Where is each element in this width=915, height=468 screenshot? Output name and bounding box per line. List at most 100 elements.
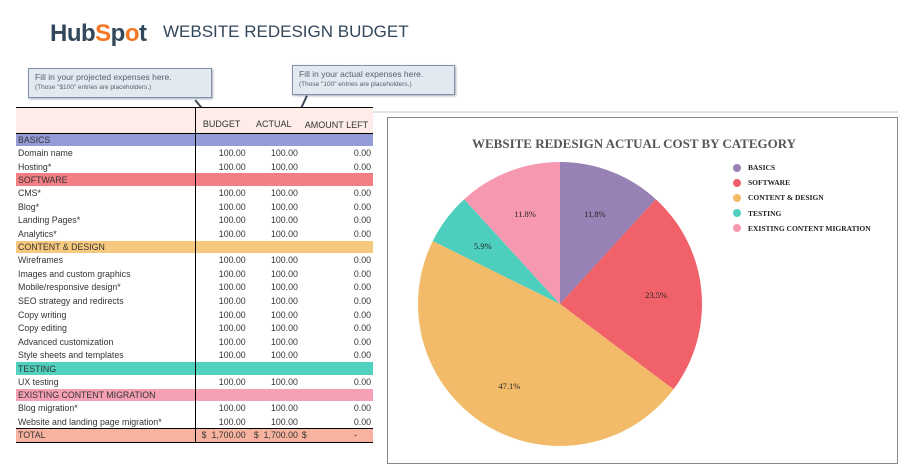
actual-cell[interactable]: 100.00 — [270, 148, 298, 159]
actual-cell[interactable]: 100.00 — [270, 255, 298, 266]
legend-item: TESTING — [733, 206, 871, 221]
table-row: Images and custom graphics 100.00 100.00 0.… — [16, 267, 373, 281]
budget-cell[interactable]: 100.00 — [218, 296, 246, 307]
amount-left-cell: 0.00 — [353, 268, 371, 279]
callout-note: (Those "100" entries are placeholders.) — [299, 81, 412, 88]
chart-container — [387, 117, 898, 464]
budget-cell[interactable]: 100.00 — [218, 148, 246, 159]
legend-label: EXISTING CONTENT MIGRATION — [748, 223, 871, 233]
table-row: Domain name 100.00 100.00 0.00 — [16, 146, 373, 160]
legend-label: BASICS — [748, 163, 776, 173]
actual-cell[interactable]: 100.00 — [270, 228, 298, 239]
total-left-value: - — [354, 430, 357, 441]
actual-cell[interactable]: 100.00 — [270, 282, 298, 293]
budget-cell[interactable]: 100.00 — [218, 215, 246, 226]
item-label: Website and landing page migration* — [16, 414, 196, 429]
category-label: BASICS — [16, 133, 196, 147]
amount-left-cell: 0.00 — [353, 376, 371, 387]
table-row: SEO strategy and redirects 100.00 100.00 0.… — [16, 294, 373, 308]
actual-cell[interactable]: 100.00 — [270, 323, 298, 334]
legend-item: CONTENT & DESIGN — [733, 190, 871, 205]
item-label: Analytics* — [16, 227, 196, 241]
pie-data-label: 47.1% — [498, 381, 520, 391]
actual-cell[interactable]: 100.00 — [270, 416, 298, 427]
amount-left-cell: 0.00 — [353, 350, 371, 361]
budget-cell[interactable]: 100.00 — [218, 323, 246, 334]
item-label: CMS* — [16, 186, 196, 200]
amount-left-cell: 0.00 — [353, 296, 371, 307]
amount-left-cell: 0.00 — [353, 403, 371, 414]
actual-cell[interactable]: 100.00 — [270, 350, 298, 361]
table-row: Analytics* 100.00 100.00 0.00 — [16, 227, 373, 241]
item-label: UX testing — [16, 375, 196, 389]
header-amount-left: AMOUNT LEFT — [299, 107, 373, 134]
actual-cell[interactable]: 100.00 — [270, 403, 298, 414]
amount-left-cell: 0.00 — [353, 282, 371, 293]
budget-cell[interactable]: 100.00 — [218, 336, 246, 347]
budget-cell[interactable]: 100.00 — [218, 255, 246, 266]
budget-cell[interactable]: 100.00 — [218, 188, 246, 199]
category-label: TESTING — [16, 362, 196, 375]
header-budget: BUDGET — [195, 107, 248, 134]
item-label: Copy writing — [16, 307, 196, 322]
actual-cell[interactable]: 100.00 — [270, 309, 298, 320]
table-row: CMS* 100.00 100.00 0.00 — [16, 186, 373, 200]
hubspot-logo: HubSpot — [50, 20, 147, 47]
budget-cell[interactable]: 100.00 — [218, 268, 246, 279]
category-row: SOFTWARE — [16, 173, 373, 187]
table-row: Landing Pages* 100.00 100.00 0.00 — [16, 213, 373, 228]
legend-label: TESTING — [748, 208, 782, 218]
table-row: UX testing 100.00 100.00 0.00 — [16, 375, 373, 389]
budget-cell[interactable]: 100.00 — [218, 376, 246, 387]
actual-cell[interactable]: 100.00 — [270, 215, 298, 226]
budget-cell[interactable]: 100.00 — [218, 309, 246, 320]
budget-cell[interactable]: 100.00 — [218, 282, 246, 293]
amount-left-cell: 0.00 — [353, 255, 371, 266]
actual-cell[interactable]: 100.00 — [270, 161, 298, 172]
actual-cell[interactable]: 100.00 — [270, 376, 298, 387]
budget-cell[interactable]: 100.00 — [218, 403, 246, 414]
legend-swatch-icon — [733, 178, 741, 187]
actual-cell[interactable]: 100.00 — [270, 296, 298, 307]
actual-cell[interactable]: 100.00 — [270, 201, 298, 212]
total-budget: $ 1,700.00 — [195, 428, 248, 443]
item-label: SEO strategy and redirects — [16, 294, 196, 308]
actual-cell[interactable]: 100.00 — [270, 188, 298, 199]
actual-cell[interactable]: 100.00 — [270, 336, 298, 347]
pie-data-label: 23.5% — [645, 290, 667, 300]
item-label: Advanced customization — [16, 335, 196, 349]
category-row: BASICS — [16, 133, 373, 147]
category-fill — [195, 388, 373, 402]
budget-cell[interactable]: 100.00 — [218, 350, 246, 361]
budget-cell[interactable]: 100.00 — [218, 161, 246, 172]
pie-data-label: 11.8% — [584, 209, 606, 219]
pie-slice-testing — [432, 199, 560, 304]
item-label: Blog migration* — [16, 401, 196, 415]
amount-left-cell: 0.00 — [353, 188, 371, 199]
budget-cell[interactable]: 100.00 — [218, 228, 246, 239]
category-fill — [195, 173, 373, 187]
amount-left-cell: 0.00 — [353, 323, 371, 334]
page-title: WEBSITE REDESIGN BUDGET — [163, 22, 409, 41]
budget-callout: Fill in your projected expenses here. (T… — [28, 68, 212, 98]
amount-left-cell: 0.00 — [353, 161, 371, 172]
actual-cell[interactable]: 100.00 — [270, 268, 298, 279]
amount-left-cell: 0.00 — [353, 228, 371, 239]
budget-cell[interactable]: 100.00 — [218, 201, 246, 212]
table-row: Style sheets and templates 100.00 100.00 0.… — [16, 348, 373, 363]
table-header: BUDGET ACTUAL AMOUNT LEFT — [16, 107, 373, 134]
category-label: SOFTWARE — [16, 173, 196, 187]
table-row: Blog* 100.00 100.00 0.00 — [16, 199, 373, 214]
table-row: Copy editing 100.00 100.00 0.00 — [16, 321, 373, 336]
total-amount-left: $ - — [299, 428, 373, 443]
budget-cell[interactable]: 100.00 — [218, 416, 246, 427]
chart-legend: BASICS SOFTWARE CONTENT & DESIGN TESTING EXI… — [733, 160, 871, 236]
category-row: TESTING — [16, 362, 373, 375]
category-label: CONTENT & DESIGN — [16, 240, 196, 254]
item-label: Landing Pages* — [16, 213, 196, 228]
divider — [16, 111, 898, 113]
pie-slice-software — [560, 199, 702, 390]
legend-item: EXISTING CONTENT MIGRATION — [733, 221, 871, 236]
amount-left-cell: 0.00 — [353, 215, 371, 226]
category-fill — [195, 240, 373, 254]
